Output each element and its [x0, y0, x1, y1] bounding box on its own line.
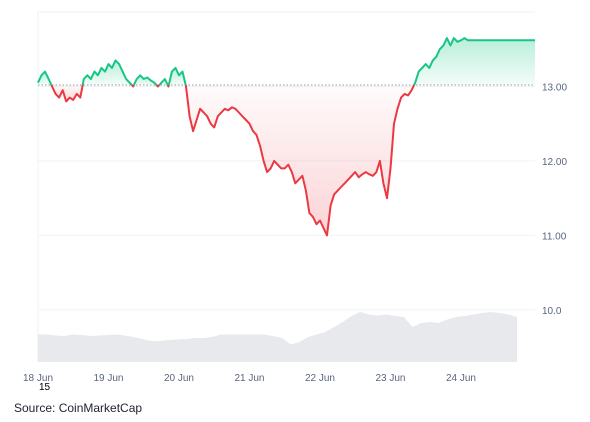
x-tick-sub-label: 15: [39, 382, 51, 393]
y-tick-label: 11.00: [542, 231, 567, 242]
line-above: [37, 70, 53, 86]
line-below: [155, 84, 161, 88]
x-tick-label: 22 Jun: [305, 373, 335, 384]
line-below: [184, 84, 416, 237]
y-tick-label: 12.00: [542, 157, 567, 168]
y-tick-label: 10.0: [542, 306, 562, 317]
volume-area: [38, 312, 517, 362]
line-below: [166, 84, 170, 88]
x-tick-label: 24 Jun: [446, 373, 476, 384]
line-above: [167, 66, 187, 86]
area-above: [38, 71, 52, 85]
x-tick-label: 20 Jun: [164, 373, 194, 384]
y-axis-labels: 13.00 12.00 11.00 10.0: [542, 82, 567, 316]
line-above: [413, 37, 535, 86]
line-below: [131, 84, 135, 88]
area-below: [185, 85, 415, 236]
x-tick-label: 19 Jun: [93, 373, 123, 384]
x-tick-label: 21 Jun: [234, 373, 264, 384]
line-above: [158, 78, 169, 86]
area-above: [82, 60, 132, 85]
source-text: Source: CoinMarketCap: [14, 401, 143, 415]
price-lines: [37, 37, 535, 237]
area-above: [168, 67, 186, 85]
x-tick-label: 18 Jun: [23, 373, 53, 384]
line-below: [50, 84, 84, 103]
area-above: [414, 38, 535, 85]
line-above: [81, 59, 133, 86]
line-above: [132, 74, 158, 86]
y-tick-label: 13.00: [542, 82, 567, 93]
x-axis-labels: 18 Jun 19 Jun 20 Jun 21 Jun 22 Jun 23 Jun 24 J…: [23, 373, 476, 384]
volume-shape: [38, 312, 517, 362]
area-above: [133, 75, 157, 85]
x-tick-label: 23 Jun: [375, 373, 405, 384]
